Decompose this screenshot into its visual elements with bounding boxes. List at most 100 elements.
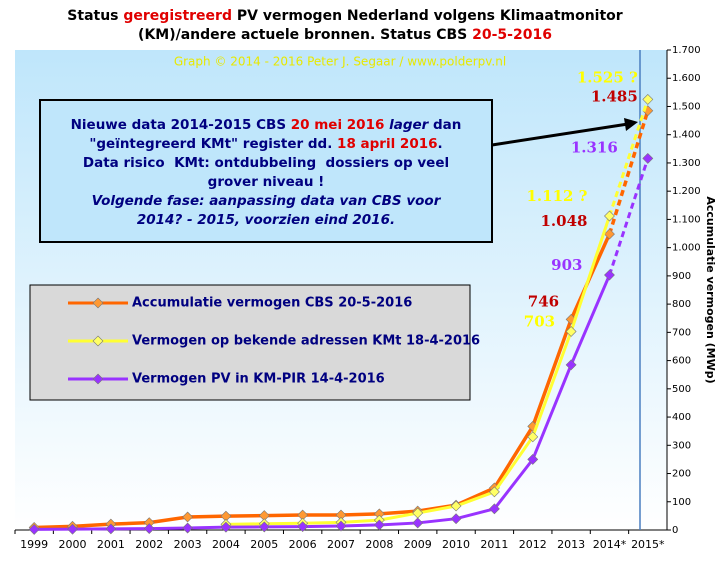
x-tick-label: 2003: [174, 538, 202, 551]
text-span: 18 april 2016: [337, 136, 437, 152]
marker: [642, 93, 654, 105]
text-line: (KM)/andere actuele bronnen. Status CBS …: [138, 27, 552, 43]
y-tick-label: 100: [672, 497, 691, 508]
x-tick-label: 2009: [404, 538, 432, 551]
data-label: 746: [528, 292, 559, 310]
text-span: (KM)/andere actuele bronnen. Status CBS: [138, 27, 472, 43]
text-span: "geïntegreerd KMt" register dd.: [89, 136, 337, 152]
y-tick-label: 1.500: [672, 101, 701, 112]
text-line: grover niveau !: [208, 174, 325, 190]
text-span: PV vermogen Nederland volgens Klimaatmon…: [232, 8, 623, 24]
plot: 0 100 200 300 400 500 600 700 800 900 1.000 1.100 1.…: [14, 45, 701, 551]
legend-marker: [92, 335, 104, 347]
marker: [450, 513, 462, 525]
x-tick-label: 2001: [97, 538, 125, 551]
y-tick-label: 1.400: [672, 130, 701, 141]
x-tick-label: 2010: [442, 538, 470, 551]
text-span: dan: [428, 117, 461, 133]
marker: [335, 520, 347, 532]
legend-marker: [92, 373, 104, 385]
legend-label: Vermogen op bekende adressen KMt 18-4-20…: [132, 334, 480, 349]
y-tick-label: 0: [672, 525, 678, 536]
data-label: 703: [524, 313, 555, 331]
x-tick-label: 2000: [59, 538, 87, 551]
text-line: "geïntegreerd KMt" register dd. 18 april…: [89, 136, 442, 152]
marker: [258, 521, 270, 533]
text-span: Data risico KMt: ontdubbeling dossiers o…: [83, 155, 449, 171]
text-span: grover niveau !: [208, 174, 325, 190]
data-label: 1.048: [540, 212, 587, 230]
marker: [604, 210, 615, 222]
data-label: 1.316: [571, 138, 618, 156]
marker: [412, 517, 424, 529]
text-span: 20 mei 2016: [291, 117, 385, 133]
marker: [67, 523, 78, 535]
text-span: lager: [389, 117, 430, 133]
y-tick-label: 800: [672, 299, 691, 310]
y-tick-label: 300: [672, 440, 691, 451]
marker: [182, 511, 194, 523]
x-tick-label: 2013: [557, 538, 585, 551]
marker: [297, 521, 309, 533]
series-line: [34, 233, 612, 530]
marker: [565, 359, 577, 371]
y-tick-label: 900: [672, 271, 691, 282]
y-tick-label: 1.300: [672, 158, 701, 169]
y-tick-label: 1.000: [672, 243, 701, 254]
arrow: [491, 122, 629, 147]
y-tick-label: 700: [672, 327, 691, 338]
x-tick-label: 2005: [250, 538, 278, 551]
x-tick-label: 2015*: [631, 538, 665, 551]
text-span: Nieuwe data 2014-2015 CBS: [71, 117, 291, 133]
legend-label: Vermogen PV in KM-PIR 14-4-2016: [132, 372, 385, 387]
text-line: Data risico KMt: ontdubbeling dossiers o…: [83, 155, 449, 171]
data-label: 1.485: [591, 88, 638, 106]
series-line-projected: [607, 110, 650, 235]
data-label: 1.112 ?: [526, 187, 587, 205]
data-label: 1.525 ?: [577, 68, 638, 86]
text-line: 2014? - 2015, voorzien eind 2016.: [137, 212, 395, 228]
annotation-box: [39, 99, 493, 243]
legend-label: Accumulatie vermogen CBS 20-5-2016: [132, 296, 412, 311]
text-line: Nieuwe data 2014-2015 CBS 20 mei 2016 la…: [71, 117, 462, 133]
series-line-projected: [608, 98, 650, 217]
y-tick-label: 1.200: [672, 186, 701, 197]
y-tick-label: 400: [672, 412, 691, 423]
y-tick-label: 1.700: [672, 45, 701, 56]
text-span: Volgende fase: aanpassing data van CBS v…: [92, 193, 442, 209]
marker: [143, 523, 155, 535]
x-tick-label: 2004: [212, 538, 240, 551]
text-span: Status: [67, 8, 123, 24]
x-tick-label: 2012: [519, 538, 547, 551]
marker: [450, 500, 462, 512]
text-line: Status geregistreerd PV vermogen Nederla…: [67, 8, 622, 24]
y-tick-label: 200: [672, 469, 691, 480]
marker: [565, 326, 577, 337]
y-axis-label: Accumulatie vermogen (MWp): [704, 196, 717, 383]
y-tick-label: 1.100: [672, 214, 701, 225]
x-tick-label: 2002: [135, 538, 163, 551]
marker: [527, 453, 539, 465]
marker: [105, 523, 117, 535]
marker: [220, 521, 232, 533]
marker: [28, 524, 40, 535]
y-tick-label: 500: [672, 384, 691, 395]
marker: [182, 522, 194, 534]
x-tick-label: 2014*: [593, 538, 627, 551]
annotation: Nieuwe data 2014-2015 CBS 20 mei 2016 la…: [71, 117, 462, 228]
marker: [373, 519, 385, 531]
text-span: geregistreerd: [123, 8, 232, 24]
x-tick-label: 1999: [20, 538, 48, 551]
marker: [488, 503, 500, 515]
text-span: 20-5-2016: [472, 27, 552, 43]
marker: [604, 269, 615, 281]
title: Status geregistreerd PV vermogen Nederla…: [67, 8, 622, 43]
marker: [527, 431, 539, 443]
data-label: 903: [551, 256, 582, 274]
marker: [642, 152, 654, 164]
y-tick-label: 600: [672, 356, 691, 367]
x-tick-label: 2006: [289, 538, 317, 551]
legend-marker: [92, 297, 104, 309]
series-line: [34, 274, 611, 531]
